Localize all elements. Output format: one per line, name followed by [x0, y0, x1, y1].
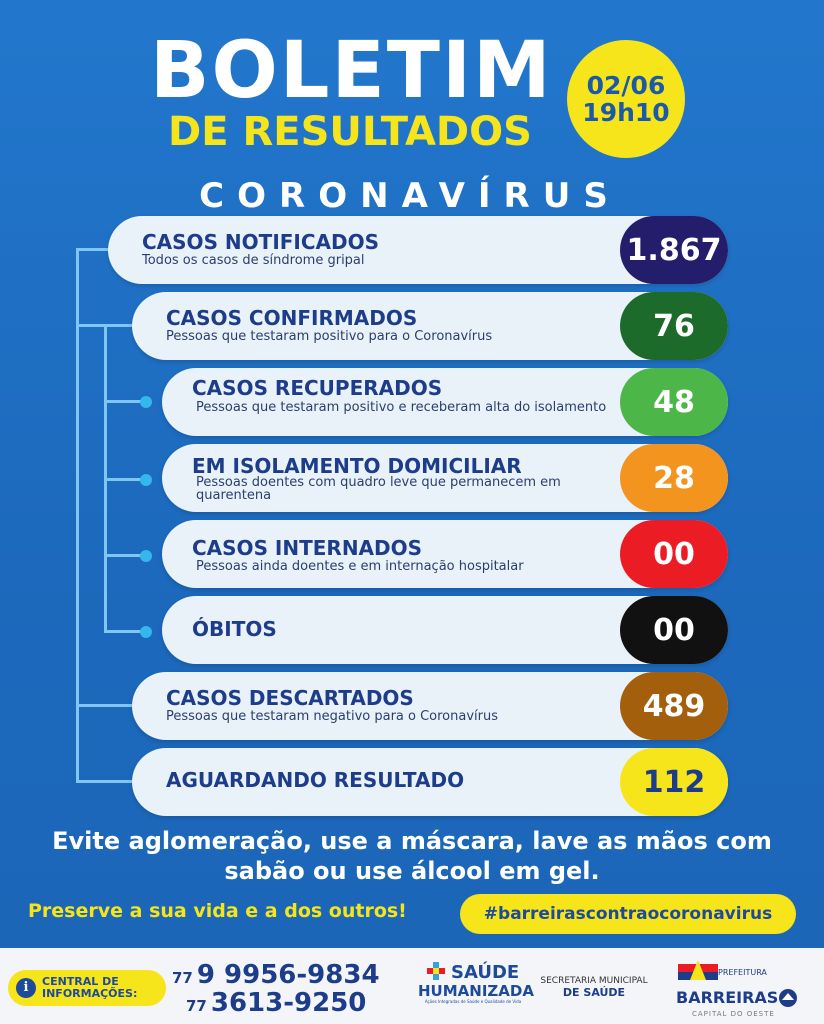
value-recovered: 48 — [620, 368, 728, 436]
tree-line-main — [76, 248, 79, 782]
tree-branch-deaths — [104, 630, 144, 633]
value-confirmed: 76 — [620, 292, 728, 360]
row-label: CASOS NOTIFICADOS — [142, 230, 380, 254]
city-name: BARREIRAS — [676, 988, 779, 1007]
row-label: AGUARDANDO RESULTADO — [166, 768, 465, 792]
value-awaiting: 112 — [620, 748, 728, 816]
date-badge: 02/06 19h10 — [567, 40, 685, 158]
info-center-badge: i CENTRAL DE INFORMAÇÕES: — [8, 970, 166, 1006]
saude-logo-line-1: SAÚDE — [418, 962, 528, 983]
tree-line-discarded — [76, 704, 134, 707]
hashtag-badge: #barreirascontraocoronavirus — [460, 894, 796, 934]
topic-heading: CORONAVÍRUS — [199, 176, 621, 216]
message-line-1: Evite aglomeração, use a máscara, lave a… — [52, 827, 772, 855]
info-center-line-1: CENTRAL DE — [42, 975, 119, 988]
row-label: EM ISOLAMENTO DOMICILIAR — [192, 454, 522, 478]
value-notified: 1.867 — [620, 216, 728, 284]
saude-logo-line-2: HUMANIZADA — [418, 982, 534, 1000]
saude-humanizada-logo: SAÚDE HUMANIZADA Ações Integradas de Saú… — [418, 962, 534, 1004]
row-description: Todos os casos de síndrome gripal — [142, 253, 365, 268]
city-emblem-icon — [678, 960, 718, 980]
footer: i CENTRAL DE INFORMAÇÕES: 77 9 9956-9834 … — [0, 948, 824, 1024]
value-deaths: 00 — [620, 596, 728, 664]
tree-line-confirmed — [76, 324, 134, 327]
city-tagline: CAPITAL DO OESTE — [692, 1010, 775, 1018]
row-label: CASOS RECUPERADOS — [192, 376, 443, 400]
phone-number-2[interactable]: 77 3613-9250 — [186, 988, 366, 1018]
phone-digits: 9 9956-9834 — [196, 960, 380, 990]
secretaria-logo: SECRETARIA MUNICIPAL DE SAÚDE — [538, 976, 650, 1000]
tree-branch-isolation — [104, 478, 144, 481]
tree-branch-recovered — [104, 400, 144, 403]
saude-logo-tagline: Ações Integradas de Saúde e Qualidade de… — [424, 999, 522, 1004]
tree-dot — [140, 626, 152, 638]
value-home-isolation: 28 — [620, 444, 728, 512]
row-description: Pessoas doentes com quadro leve que perm… — [196, 475, 561, 503]
row-description: Pessoas que testaram positivo e recebera… — [196, 400, 607, 415]
page-subtitle: DE RESULTADOS — [168, 109, 532, 155]
saude-label: SAÚDE — [451, 962, 520, 983]
tree-line-top — [76, 248, 110, 251]
prevention-message: Evite aglomeração, use a máscara, lave a… — [20, 826, 804, 886]
tree-dot — [140, 396, 152, 408]
phone-digits: 3613-9250 — [210, 988, 367, 1018]
row-description: Pessoas que testaram positivo para o Cor… — [166, 329, 493, 344]
row-label: ÓBITOS — [192, 617, 277, 641]
row-label: CASOS INTERNADOS — [192, 536, 423, 560]
secretaria-line-2: DE SAÚDE — [562, 986, 626, 999]
tree-line-awaiting — [76, 780, 134, 783]
tree-dot — [140, 550, 152, 562]
prefeitura-label: PREFEITURA — [718, 968, 767, 977]
tree-branch-hospital — [104, 554, 144, 557]
row-description: Pessoas ainda doentes e em internação ho… — [196, 559, 524, 574]
row-label: CASOS CONFIRMADOS — [166, 306, 418, 330]
info-center-line-2: INFORMAÇÕES: — [42, 987, 138, 1000]
info-center-label: CENTRAL DE INFORMAÇÕES: — [42, 976, 137, 1000]
row-label: CASOS DESCARTADOS — [166, 686, 414, 710]
tree-dot — [140, 474, 152, 486]
page-title: BOLETIM — [150, 26, 553, 116]
cross-icon — [426, 962, 445, 980]
info-icon: i — [16, 978, 36, 998]
phone-number-1[interactable]: 77 9 9956-9834 — [172, 960, 380, 990]
preserve-slogan: Preserve a sua vida e a dos outros! — [28, 900, 407, 922]
seal-icon — [779, 989, 797, 1007]
area-code: 77 — [186, 997, 207, 1015]
message-line-2: sabão ou use álcool em gel. — [224, 857, 600, 885]
row-description: Pessoas que testaram negativo para o Cor… — [166, 709, 499, 724]
area-code: 77 — [172, 969, 193, 987]
value-discarded: 489 — [620, 672, 728, 740]
date-text: 02/06 — [586, 70, 666, 100]
time-text: 19h10 — [582, 98, 670, 127]
secretaria-line-1: SECRETARIA MUNICIPAL — [540, 976, 648, 986]
value-hospitalized: 00 — [620, 520, 728, 588]
